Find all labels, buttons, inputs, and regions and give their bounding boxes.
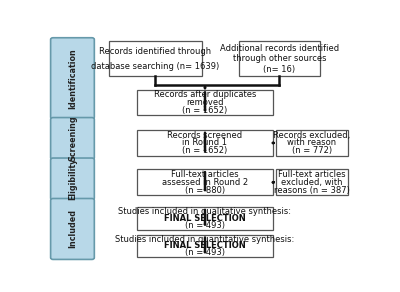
Text: Studies included in qualitative synthesis:: Studies included in qualitative synthesi… [118,207,292,216]
FancyBboxPatch shape [137,207,273,230]
FancyBboxPatch shape [239,41,320,76]
Text: Additional records identified: Additional records identified [220,44,339,53]
FancyBboxPatch shape [137,130,273,156]
Text: (n = 1652): (n = 1652) [182,106,228,115]
Text: (n = 1652): (n = 1652) [182,146,228,155]
FancyBboxPatch shape [109,41,202,76]
Text: (n = 880): (n = 880) [185,186,225,195]
Text: assessed in Round 2: assessed in Round 2 [162,178,248,187]
FancyBboxPatch shape [137,235,273,257]
FancyBboxPatch shape [51,199,94,259]
Text: FINAL SELECTION: FINAL SELECTION [164,214,246,223]
FancyBboxPatch shape [51,118,94,159]
Text: (n = 493): (n = 493) [185,220,225,230]
Text: Eligibility: Eligibility [68,158,77,200]
Text: in Round 1: in Round 1 [182,138,228,147]
Text: Included: Included [68,209,77,248]
Text: through other sources: through other sources [233,54,326,63]
Text: (n = 493): (n = 493) [185,248,225,257]
Text: Screening: Screening [68,116,77,161]
Text: Studies included in quantitative synthesis:: Studies included in quantitative synthes… [115,235,295,244]
Text: (n = 772): (n = 772) [292,146,332,155]
FancyBboxPatch shape [51,38,94,119]
FancyBboxPatch shape [51,158,94,200]
FancyBboxPatch shape [276,169,348,195]
Text: reasons (n = 387): reasons (n = 387) [274,186,350,195]
FancyBboxPatch shape [276,130,348,156]
Text: with reason: with reason [287,138,336,147]
Text: (n= 16): (n= 16) [263,65,296,74]
Text: Full-text articles: Full-text articles [278,170,346,179]
FancyBboxPatch shape [137,90,273,115]
Text: Records screened: Records screened [168,131,242,140]
Text: Records identified through: Records identified through [99,46,212,55]
Text: Records excluded,: Records excluded, [273,131,350,140]
FancyBboxPatch shape [137,169,273,195]
Text: Full-text articles: Full-text articles [171,170,239,179]
Text: removed: removed [186,98,224,107]
Text: Records after duplicates: Records after duplicates [154,90,256,99]
Text: FINAL SELECTION: FINAL SELECTION [164,241,246,251]
Text: excluded, with: excluded, with [281,178,343,187]
Text: database searching (n= 1639): database searching (n= 1639) [91,62,220,71]
Text: Identification: Identification [68,48,77,109]
